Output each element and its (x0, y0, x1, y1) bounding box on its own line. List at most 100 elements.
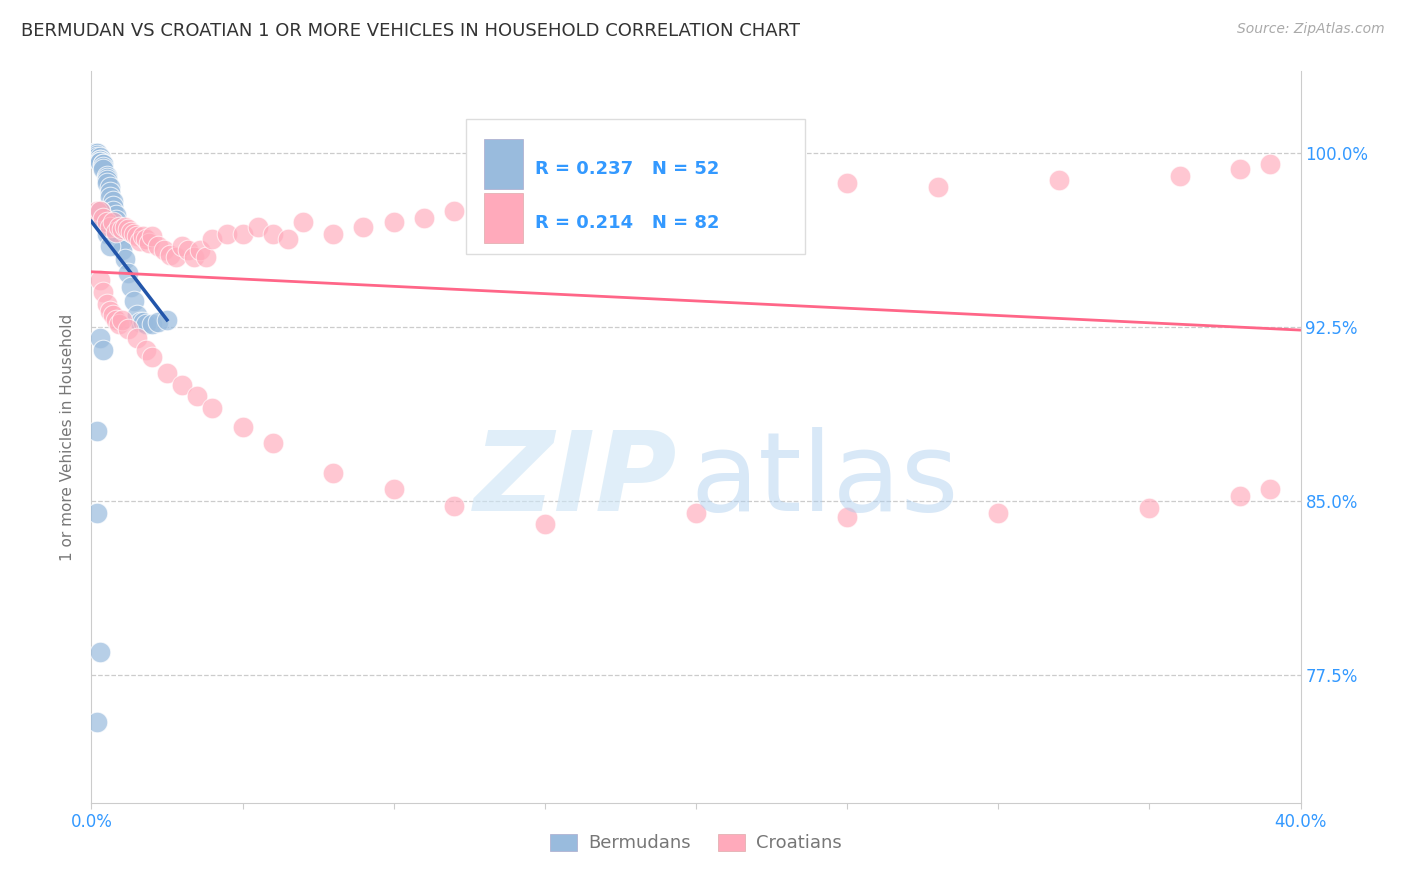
Point (128, 315, 150, 329)
Point (117, 322, 139, 336)
FancyBboxPatch shape (484, 193, 523, 244)
Point (117, 266, 139, 280)
Text: ZIP: ZIP (474, 427, 678, 534)
Point (277, 231, 299, 245)
Point (104, 213, 127, 227)
Point (117, 222, 139, 236)
Point (1229, 161, 1251, 176)
Point (107, 219, 129, 234)
Point (217, 227, 239, 241)
Point (93, 157, 115, 171)
Point (89, 203, 111, 218)
Point (146, 238, 169, 252)
Point (96, 215, 118, 229)
Text: atlas: atlas (690, 427, 959, 534)
Point (231, 419, 253, 434)
Point (141, 350, 163, 364)
Point (156, 313, 179, 327)
Point (1260, 157, 1282, 171)
Point (138, 236, 160, 251)
Point (107, 227, 129, 241)
Point (86, 506, 108, 520)
FancyBboxPatch shape (467, 119, 804, 254)
Legend: Bermudans, Croatians: Bermudans, Croatians (543, 826, 849, 860)
FancyBboxPatch shape (484, 139, 523, 189)
Point (98, 185, 121, 199)
Point (262, 227, 284, 241)
Y-axis label: 1 or more Vehicles in Household: 1 or more Vehicles in Household (60, 313, 76, 561)
Point (141, 318, 163, 332)
Point (533, 517, 555, 532)
Point (1047, 173, 1070, 187)
Point (86, 424, 108, 438)
Point (413, 211, 436, 225)
Point (1260, 483, 1282, 497)
Point (146, 315, 169, 329)
Point (472, 208, 495, 222)
Point (86, 203, 108, 218)
Point (93, 157, 115, 171)
Point (153, 243, 176, 257)
Point (93, 285, 115, 299)
Point (89, 153, 111, 167)
Point (128, 234, 150, 248)
Point (104, 313, 127, 327)
Point (322, 227, 344, 241)
Point (443, 499, 465, 513)
Point (96, 176, 118, 190)
Point (132, 229, 155, 244)
Point (86, 714, 108, 729)
Point (201, 231, 224, 245)
Point (382, 215, 405, 229)
Point (352, 219, 374, 234)
Point (89, 331, 111, 345)
Point (262, 436, 284, 450)
Point (125, 229, 148, 244)
Point (122, 294, 145, 309)
Point (595, 199, 617, 213)
Point (104, 208, 127, 222)
Point (125, 308, 148, 322)
Point (96, 173, 118, 187)
Point (156, 366, 179, 380)
Point (927, 180, 949, 194)
Point (98, 219, 121, 234)
Point (83, 145, 105, 160)
Point (89, 645, 111, 659)
Point (93, 161, 115, 176)
Point (292, 215, 315, 229)
Point (101, 194, 124, 209)
Point (89, 273, 111, 287)
Point (101, 199, 124, 213)
Point (89, 155, 111, 169)
Point (135, 318, 157, 332)
Text: R = 0.214   N = 82: R = 0.214 N = 82 (536, 214, 720, 232)
Point (98, 190, 121, 204)
Point (745, 183, 768, 197)
Point (89, 150, 111, 164)
Point (835, 176, 858, 190)
Point (83, 145, 105, 160)
Point (231, 227, 253, 241)
Point (86, 150, 108, 164)
Point (322, 466, 344, 480)
Point (132, 315, 155, 329)
Point (86, 148, 108, 162)
Point (107, 219, 129, 234)
Point (382, 483, 405, 497)
Point (201, 401, 224, 415)
Point (177, 243, 200, 257)
Point (533, 203, 555, 218)
Point (101, 308, 124, 322)
Point (89, 155, 111, 169)
Point (685, 187, 707, 202)
Point (93, 343, 115, 357)
Point (120, 280, 142, 294)
Point (685, 506, 707, 520)
Point (107, 318, 129, 332)
Point (503, 206, 526, 220)
Point (195, 250, 218, 264)
Text: R = 0.237   N = 52: R = 0.237 N = 52 (536, 160, 720, 178)
Point (96, 171, 118, 186)
Point (188, 243, 211, 257)
